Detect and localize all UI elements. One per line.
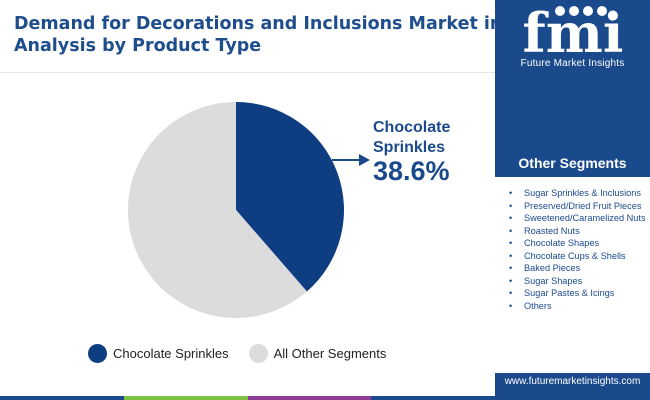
bottom-bar-segment (123, 396, 248, 400)
callout-label-line-1: Chocolate (373, 119, 451, 136)
logo-dot-icon (597, 6, 607, 16)
legend-item-chocolate-sprinkles: Chocolate Sprinkles (88, 343, 229, 363)
segment-item: Roasted Nuts (507, 225, 647, 238)
segment-item: Chocolate Cups & Shells (507, 250, 647, 263)
logo-dot-icon (583, 6, 593, 16)
chart-title: Demand for Decorations and Inclusions Ma… (14, 13, 535, 57)
logo-dot-icon (569, 6, 579, 16)
segment-item: Sweetened/Caramelized Nuts (507, 212, 647, 225)
other-segments-panel: Other Segments Sugar Sprinkles & Inclusi… (495, 143, 650, 373)
fmi-logo-mark: fmi (523, 2, 624, 58)
fmi-logo[interactable]: fmi Future Market Insights (495, 0, 650, 76)
other-segments-list: Sugar Sprinkles & Inclusions Preserved/D… (507, 187, 647, 312)
legend-label: Chocolate Sprinkles (113, 345, 229, 361)
segment-item: Baked Pieces (507, 262, 647, 275)
legend-swatch-other-segments (248, 343, 268, 363)
bottom-color-bar (0, 396, 495, 400)
segment-item: Sugar Pastes & Icings (507, 287, 647, 300)
legend-item-other-segments: All Other Segments (248, 343, 387, 363)
header: Demand for Decorations and Inclusions Ma… (0, 0, 535, 73)
pie-slice-chocolate-sprinkles (236, 102, 344, 292)
segment-item: Sugar Sprinkles & Inclusions (507, 187, 647, 200)
bottom-bar-segment (0, 396, 124, 400)
logo-dot-icon (555, 6, 565, 16)
legend-swatch-chocolate-sprinkles (88, 343, 107, 363)
legend: Chocolate Sprinkles All Other Segments (88, 342, 406, 364)
bottom-bar-segment (247, 396, 372, 400)
callout-arrow-head-icon (359, 154, 370, 166)
legend-label: All Other Segments (273, 345, 387, 361)
bottom-bar-segment (371, 396, 495, 400)
sidebar: fmi Future Market Insights Other Segment… (495, 0, 650, 400)
pie-slice-all-other-segments (127, 102, 307, 318)
fmi-logo-caption: Future Market Insights (520, 58, 625, 69)
chart-title-line-1: Demand for Decorations and Inclusions Ma… (14, 14, 535, 34)
segment-item: Sugar Shapes (507, 275, 647, 288)
pie-chart (127, 102, 370, 318)
website-link[interactable]: www.futuremarketinsights.com (504, 376, 641, 387)
callout-label: Chocolate Sprinkles (373, 118, 493, 158)
other-segments-title: Other Segments (495, 143, 650, 177)
chart-title-line-2: Analysis by Product Type (14, 36, 262, 56)
segment-item: Preserved/Dried Fruit Pieces (507, 200, 647, 213)
segment-item: Chocolate Shapes (507, 237, 647, 250)
callout-label-line-2: Sprinkles (373, 139, 446, 156)
segment-item: Others (507, 300, 647, 313)
callout-value: 38.6% (373, 156, 450, 186)
